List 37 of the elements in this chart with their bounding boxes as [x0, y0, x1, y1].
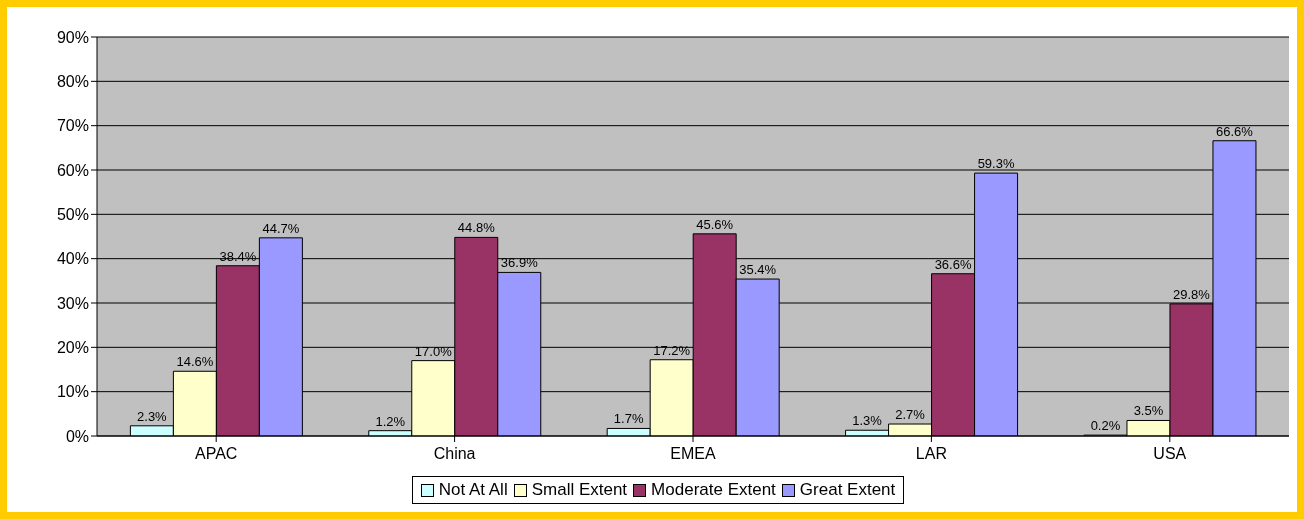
y-tick-label: 40% — [56, 250, 89, 268]
legend-label: Great Extent — [798, 480, 896, 500]
data-label: 44.8% — [457, 220, 496, 236]
data-label: 44.7% — [262, 220, 300, 236]
legend-label: Not At All — [437, 480, 508, 500]
data-label: 45.6% — [696, 216, 734, 232]
data-label: 36.9% — [500, 255, 539, 271]
y-tick-label: 30% — [56, 294, 89, 312]
y-tick-label: 90% — [56, 28, 89, 46]
x-tick-label: EMEA — [670, 445, 716, 463]
data-label: 35.4% — [739, 262, 777, 278]
data-label: 66.6% — [1216, 123, 1254, 139]
data-label: 17.0% — [414, 343, 453, 359]
data-label: 14.6% — [176, 354, 214, 370]
data-label: 2.7% — [895, 407, 926, 423]
y-tick-label: 50% — [56, 206, 89, 224]
legend-label: Small Extent — [530, 480, 628, 500]
x-tick-label: APAC — [195, 445, 238, 463]
data-label: 59.3% — [977, 156, 1015, 172]
y-tick-label: 20% — [56, 339, 89, 357]
y-tick-label: 60% — [56, 161, 89, 179]
legend-label: Moderate Extent — [650, 480, 776, 500]
y-tick-label: 80% — [56, 73, 89, 91]
y-tick-label: 70% — [56, 117, 89, 135]
data-label: 0.2% — [1090, 418, 1121, 434]
y-tick-label: 0% — [65, 427, 89, 445]
data-label: 1.7% — [613, 411, 644, 427]
x-tick-label: China — [433, 445, 476, 463]
x-tick-label: LAR — [915, 445, 947, 463]
x-tick-label: USA — [1153, 445, 1187, 463]
data-label: 36.6% — [934, 256, 972, 272]
data-label: 1.2% — [375, 413, 406, 429]
data-label: 1.3% — [852, 413, 883, 429]
data-label: 3.5% — [1133, 403, 1164, 419]
data-label: 29.8% — [1173, 286, 1211, 302]
data-label: 2.3% — [137, 408, 168, 424]
y-tick-label: 10% — [56, 383, 89, 401]
